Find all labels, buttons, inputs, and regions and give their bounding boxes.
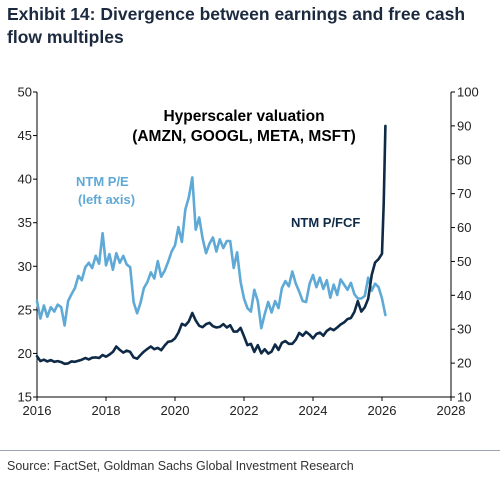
pe-series-line: [35, 176, 387, 330]
series-label-pfcf: NTM P/FCF: [291, 215, 360, 230]
right-tick-label: 80: [457, 152, 471, 167]
left-axis-ticks: 15 20 25 30 35 40 45 50: [18, 85, 37, 405]
x-tick-label: 2026: [368, 403, 397, 418]
left-tick-label: 20: [18, 346, 32, 361]
series-label-pe-line1: NTM P/E: [76, 174, 129, 189]
left-tick-label: 45: [18, 128, 32, 143]
footer-divider: [0, 450, 500, 451]
x-tick-label: 2024: [299, 403, 328, 418]
right-tick-label: 70: [457, 186, 471, 201]
x-tick-label: 2022: [230, 403, 259, 418]
pfcf-series-line: [35, 124, 387, 366]
series-label-pe-line2: (left axis): [78, 192, 135, 207]
left-tick-label: 50: [18, 85, 32, 100]
chart: 15 20 25 30 35 40 45 50 10 20 30 40 50 60 70 80 90 100 2…: [18, 85, 479, 419]
x-tick-label: 2016: [23, 403, 52, 418]
x-axis-ticks: 2016 2018 2020 2022 2024 2026 2028: [23, 397, 466, 418]
right-tick-label: 50: [457, 254, 471, 269]
right-tick-label: 30: [457, 322, 471, 337]
right-tick-label: 40: [457, 288, 471, 303]
x-tick-label: 2018: [92, 403, 121, 418]
chart-inner-title: Hyperscaler valuation: [163, 108, 324, 125]
right-axis-ticks: 10 20 30 40 50 60 70 80 90 100: [451, 85, 479, 405]
right-tick-label: 20: [457, 356, 471, 371]
left-tick-label: 40: [18, 172, 32, 187]
x-tick-label: 2020: [161, 403, 190, 418]
source-note: Source: FactSet, Goldman Sachs Global In…: [7, 459, 354, 473]
right-tick-label: 90: [457, 118, 471, 133]
left-tick-label: 30: [18, 259, 32, 274]
right-tick-label: 10: [457, 390, 471, 405]
right-tick-label: 60: [457, 220, 471, 235]
plot-area: 15 20 25 30 35 40 45 50 10 20 30 40 50 60 70 80 90 100 2…: [18, 85, 479, 419]
exhibit-title: Exhibit 14: Divergence between earnings …: [7, 4, 466, 47]
right-tick-label: 100: [457, 85, 479, 100]
chart-inner-subtitle: (AMZN, GOOGL, META, MSFT): [132, 128, 356, 145]
x-tick-label: 2028: [437, 403, 466, 418]
left-tick-label: 15: [18, 390, 32, 405]
left-tick-label: 25: [18, 302, 32, 317]
left-tick-label: 35: [18, 215, 32, 230]
series-lines: [35, 124, 387, 366]
